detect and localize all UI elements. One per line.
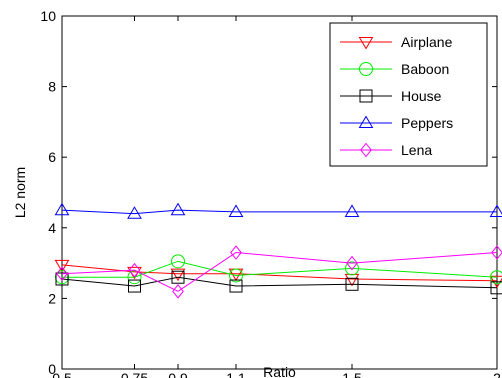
legend-item-house: House bbox=[340, 88, 442, 104]
series-layer bbox=[54, 202, 502, 299]
x-axis-label: Ratio bbox=[263, 364, 296, 378]
legend-item-lena: Lena bbox=[340, 142, 432, 158]
series-peppers bbox=[54, 202, 502, 219]
data-point-peppers bbox=[489, 204, 502, 217]
data-point-house bbox=[490, 281, 502, 295]
data-point-peppers bbox=[54, 202, 70, 216]
series-line-baboon bbox=[62, 260, 498, 278]
x-tick-label: 0.5 bbox=[52, 370, 72, 378]
legend-label-lena: Lena bbox=[401, 142, 432, 158]
y-tick-label: 6 bbox=[48, 149, 56, 165]
legend-marker-airplane bbox=[358, 36, 374, 50]
y-tick-label: 4 bbox=[48, 220, 56, 236]
y-tick-label: 2 bbox=[48, 290, 56, 306]
legend-box bbox=[329, 22, 488, 167]
x-tick-label: 1.5 bbox=[342, 370, 362, 378]
series-line-lena bbox=[61, 251, 498, 292]
data-point-house bbox=[171, 270, 185, 284]
legend-marker-lena bbox=[360, 142, 372, 158]
data-point-house bbox=[345, 277, 359, 291]
x-tick-label: 0.75 bbox=[121, 370, 148, 378]
x-tick-label: 1.1 bbox=[226, 370, 246, 378]
data-point-house bbox=[128, 279, 141, 293]
legend-label-peppers: Peppers bbox=[401, 115, 453, 131]
data-point-baboon bbox=[345, 261, 359, 276]
data-point-peppers bbox=[127, 206, 142, 219]
data-point-baboon bbox=[171, 254, 185, 269]
data-point-peppers bbox=[344, 204, 360, 217]
data-point-lena bbox=[56, 266, 68, 281]
series-line-peppers bbox=[61, 209, 497, 215]
legend: Airplane Baboon House Peppers Lena bbox=[329, 22, 488, 167]
legend-marker-peppers bbox=[358, 115, 374, 129]
data-point-house bbox=[55, 272, 69, 286]
legend-label-baboon: Baboon bbox=[401, 61, 449, 77]
x-tick-label: 0.9 bbox=[168, 370, 188, 378]
legend-item-peppers: Peppers bbox=[340, 115, 453, 131]
legend-item-airplane: Airplane bbox=[340, 34, 453, 50]
series-house bbox=[55, 270, 502, 295]
ticks-layer: 0.5 0.75 0.9 1.1 1.5 2 0 2 4 6 8 10 bbox=[40, 8, 501, 378]
data-point-lena bbox=[128, 262, 141, 278]
data-point-baboon bbox=[127, 270, 142, 285]
data-point-lena bbox=[346, 255, 358, 271]
data-point-peppers bbox=[228, 204, 244, 217]
data-point-baboon bbox=[229, 268, 243, 283]
data-point-airplane bbox=[170, 268, 186, 282]
legend-label-airplane: Airplane bbox=[401, 34, 453, 50]
data-point-peppers bbox=[170, 202, 186, 216]
series-line-house bbox=[61, 276, 498, 289]
data-point-lena bbox=[230, 245, 242, 260]
y-tick-label: 10 bbox=[40, 8, 56, 24]
data-point-house bbox=[229, 279, 243, 293]
legend-marker-house bbox=[359, 89, 373, 103]
legend-item-baboon: Baboon bbox=[340, 61, 449, 77]
data-point-lena bbox=[172, 284, 184, 299]
data-point-lena bbox=[491, 245, 502, 260]
data-point-airplane bbox=[54, 259, 70, 273]
legend-label-house: House bbox=[401, 88, 442, 104]
y-axis-label: L2 norm bbox=[12, 167, 28, 218]
legend-marker-baboon bbox=[359, 62, 373, 76]
series-lena bbox=[56, 245, 502, 299]
x-tick-label: 2 bbox=[493, 370, 501, 378]
y-tick-label: 8 bbox=[48, 79, 56, 95]
y-tick-label: 0 bbox=[48, 361, 56, 377]
data-point-baboon bbox=[490, 270, 502, 285]
